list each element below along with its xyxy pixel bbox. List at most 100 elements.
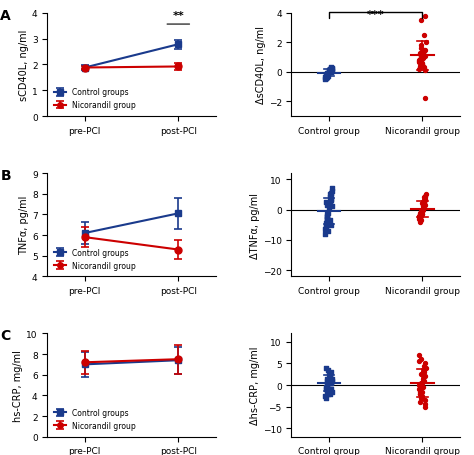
Point: [418, 356, 425, 363]
Point: [326, 371, 334, 378]
Point: [416, 216, 424, 223]
Point: [328, 66, 336, 73]
Point: [417, 212, 425, 220]
Point: [322, 76, 329, 84]
Point: [418, 55, 425, 62]
Point: [326, 217, 334, 224]
Legend: Control groups, Nicorandil group: Control groups, Nicorandil group: [51, 85, 139, 113]
Point: [327, 373, 334, 380]
Point: [327, 200, 334, 207]
Point: [415, 216, 423, 223]
Point: [326, 67, 334, 75]
Point: [324, 209, 332, 217]
Y-axis label: hs-CRP, mg/ml: hs-CRP, mg/ml: [13, 349, 23, 421]
Point: [327, 379, 335, 387]
Point: [326, 67, 334, 74]
Point: [328, 188, 336, 196]
Point: [324, 228, 331, 235]
Point: [421, 96, 428, 103]
Point: [322, 75, 329, 82]
Point: [416, 214, 423, 221]
Point: [323, 202, 331, 209]
Point: [418, 61, 426, 68]
Point: [328, 375, 336, 382]
Point: [322, 220, 329, 228]
Point: [415, 386, 423, 393]
Point: [323, 214, 330, 221]
Text: C: C: [0, 329, 10, 343]
Point: [323, 216, 331, 223]
Point: [418, 394, 425, 402]
Point: [422, 364, 429, 372]
Point: [328, 66, 335, 73]
Point: [328, 196, 335, 203]
Point: [322, 73, 330, 80]
Point: [324, 384, 331, 391]
Point: [327, 222, 335, 229]
Text: B: B: [0, 168, 11, 182]
Point: [328, 68, 335, 76]
Point: [416, 382, 423, 389]
Point: [323, 216, 330, 223]
Point: [327, 67, 334, 74]
Text: ***: ***: [367, 10, 384, 20]
Point: [322, 73, 330, 81]
Point: [325, 200, 333, 207]
Point: [417, 46, 425, 53]
Point: [420, 200, 428, 207]
Point: [416, 209, 424, 217]
Point: [323, 388, 330, 395]
Point: [418, 42, 425, 50]
Point: [421, 401, 428, 408]
Point: [420, 48, 428, 56]
Point: [419, 203, 427, 211]
Point: [415, 358, 423, 365]
Point: [420, 197, 428, 205]
Point: [418, 217, 425, 224]
Point: [416, 390, 424, 397]
Point: [421, 202, 429, 209]
Point: [322, 384, 329, 391]
Point: [328, 377, 336, 384]
Point: [417, 388, 424, 395]
Point: [324, 72, 331, 79]
Point: [418, 60, 425, 67]
Point: [328, 197, 335, 205]
Point: [419, 56, 427, 63]
Point: [323, 71, 330, 79]
Point: [323, 71, 331, 78]
Point: [323, 72, 331, 80]
Point: [418, 211, 425, 218]
Point: [415, 58, 422, 65]
Point: [420, 362, 428, 369]
Point: [325, 67, 333, 75]
Point: [415, 57, 423, 65]
Point: [327, 191, 334, 198]
Point: [421, 13, 428, 20]
Point: [422, 191, 429, 198]
Point: [323, 382, 331, 389]
Point: [420, 65, 428, 72]
Point: [420, 367, 428, 374]
Point: [422, 40, 429, 47]
Point: [322, 199, 330, 206]
Point: [419, 377, 427, 384]
Point: [328, 65, 335, 72]
Point: [322, 392, 329, 399]
Point: [417, 59, 425, 66]
Point: [323, 73, 330, 81]
Point: [417, 371, 425, 378]
Point: [327, 66, 334, 73]
Point: [416, 218, 423, 226]
Point: [325, 379, 333, 387]
Point: [421, 196, 428, 203]
Point: [421, 193, 429, 200]
Point: [417, 50, 424, 57]
Point: [326, 202, 334, 209]
Point: [420, 199, 428, 206]
Point: [326, 66, 334, 74]
Point: [327, 68, 334, 75]
Point: [421, 53, 428, 60]
Point: [322, 225, 330, 232]
Point: [421, 403, 429, 410]
